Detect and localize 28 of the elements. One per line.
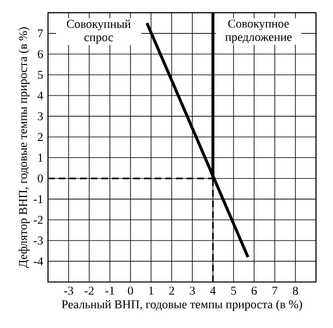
x-tick-label: 6 xyxy=(252,286,257,295)
x-tick-label: -2 xyxy=(84,286,94,295)
x-tick-label: 8 xyxy=(292,286,298,295)
x-tick-label: 4 xyxy=(210,286,216,295)
y-tick-label: 2 xyxy=(38,132,43,141)
y-tick-label: -4 xyxy=(34,257,44,266)
series-label: Совокупное предложение xyxy=(225,20,292,44)
y-tick-label: 5 xyxy=(38,70,43,79)
x-tick-label: 0 xyxy=(128,286,134,295)
x-tick-label: 1 xyxy=(149,286,154,295)
x-tick-label: -3 xyxy=(64,286,74,295)
y-tick-label: -2 xyxy=(34,216,43,224)
y-tick-label: 1 xyxy=(38,154,43,162)
x-tick-label: 5 xyxy=(231,286,236,295)
y-tick-label: 0 xyxy=(38,174,43,182)
x-axis-title: Реальный ВНП, годовые темпы прироста (в %) xyxy=(62,300,302,311)
x-tick-label: 7 xyxy=(272,286,278,295)
x-tick-label: 3 xyxy=(190,286,195,295)
x-tick-label: -1 xyxy=(105,286,114,295)
y-axis-title: Дефлятор ВНП, годовые темпы прироста (в %) xyxy=(18,27,30,268)
y-tick-label: 7 xyxy=(38,29,43,38)
y-tick-label: 3 xyxy=(38,112,43,120)
x-tick-label: 2 xyxy=(169,286,174,295)
y-tick-label: 6 xyxy=(38,50,43,58)
y-tick-label: -3 xyxy=(34,236,43,245)
y-tick-label: 4 xyxy=(38,92,44,100)
series-label: Совокупный спрос xyxy=(66,20,131,44)
y-tick-label: -1 xyxy=(34,195,43,204)
